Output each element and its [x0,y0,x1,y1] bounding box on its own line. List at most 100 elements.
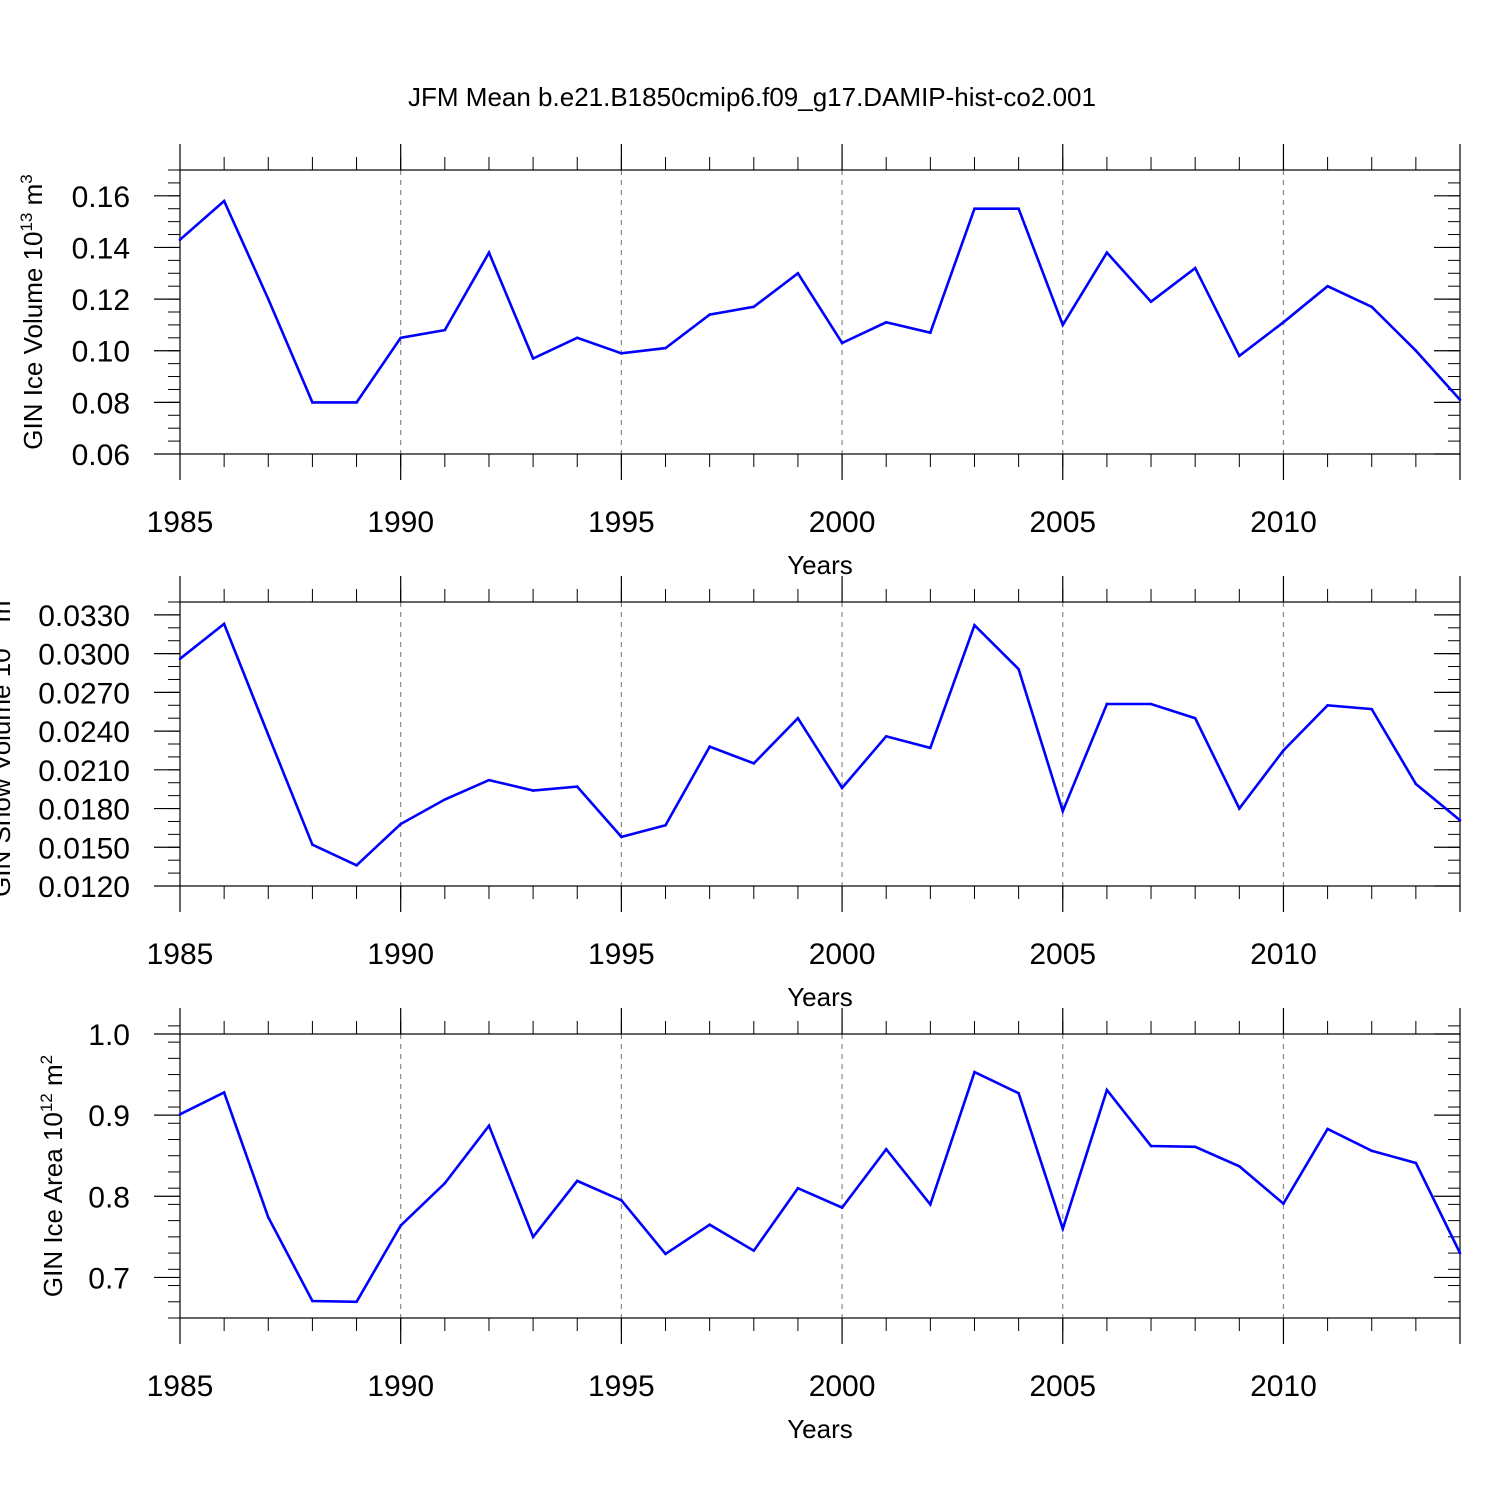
y-axis-title-part: 12 [37,1093,56,1112]
data-point [1193,716,1197,720]
data-point [1193,1145,1197,1149]
data-point [884,321,888,324]
y-tick-label: 0.0180 [38,794,130,827]
data-point [1105,702,1109,706]
data-point [575,1179,579,1183]
y-tick-label: 0.9 [88,1100,130,1133]
y-axis-title: GIN Ice Volume 1013 m3 [17,174,48,450]
y-axis-title-part: 3 [17,174,36,183]
data-point [1017,667,1020,671]
y-tick-label: 0.08 [72,387,130,420]
data-point [1414,782,1418,786]
data-point [575,785,579,788]
data-point [1238,807,1241,810]
data-point [575,336,579,340]
x-tick-label: 1985 [147,506,214,539]
y-tick-label: 0.0150 [38,832,130,865]
data-point [1061,323,1065,327]
data-point [796,1186,800,1190]
data-point [973,623,976,627]
x-tick-label: 1990 [367,506,434,539]
data-point [178,238,182,242]
data-point [311,401,314,404]
data-point [796,271,800,275]
data-point [884,1147,888,1151]
panel-3: 1985 1990 1995 2000 2005 2010 0.7 0.8 0.9 1.0 Year… [37,1008,1462,1444]
data-point [399,336,402,340]
y-axis-title-part: m [18,184,48,213]
data-point [708,1223,711,1226]
data-point [531,789,535,792]
data-point [1061,809,1065,813]
data-point [1238,1164,1241,1168]
chart-title: JFM Mean b.e21.B1850cmip6.f09_g17.DAMIP-… [408,82,1096,112]
data-point [973,1070,976,1074]
y-axis-title-part: m [38,1064,68,1093]
data-point [1414,1161,1418,1165]
x-tick-label: 1995 [588,506,655,539]
y-tick-label: 0.10 [72,336,130,369]
y-axis-title-part: GIN Ice Volume 10 [18,232,48,450]
data-point [443,1182,447,1185]
data-point [929,331,932,334]
y-axis-title-part: 13 [17,213,36,232]
data-point [752,1249,756,1252]
data-point [1017,1091,1020,1095]
x-tick-label: 1985 [147,938,214,971]
data-point [1458,1251,1462,1255]
data-point [973,207,976,211]
y-axis-title-part: 3 [0,591,4,600]
data-point [531,1235,535,1239]
x-tick-label: 2005 [1029,506,1096,539]
data-point [1282,1202,1285,1205]
x-axis-title: Years [787,1414,853,1444]
data-point [443,328,447,332]
x-tick-label: 1995 [588,1370,655,1403]
data-point [1017,207,1020,211]
data-point [1326,703,1329,707]
y-tick-label: 0.0300 [38,639,130,672]
data-point [752,762,756,765]
plot-frame [179,1033,1461,1319]
y-tick-label: 0.7 [88,1262,130,1295]
plot-frame [179,601,1461,887]
data-point [1282,749,1285,752]
data-point [1458,818,1462,822]
data-point [620,352,623,355]
data-point [443,798,447,801]
data-point [840,786,844,790]
y-axis-title-part: GIN Ice Area 10 [38,1112,68,1297]
data-point [531,357,535,360]
y-axis-title-part: 13 [0,629,4,648]
y-tick-label: 0.14 [72,232,130,265]
x-tick-label: 1985 [147,1370,214,1403]
data-point [178,657,182,661]
x-tick-label: 2005 [1029,1370,1096,1403]
data-point [266,733,270,737]
y-tick-label: 0.0210 [38,755,130,788]
data-point [266,1216,270,1219]
data-point [1061,1227,1065,1231]
y-axis-title-part: 2 [37,1055,56,1064]
data-point [222,199,226,203]
y-tick-label: 0.06 [72,439,130,472]
data-point [1149,702,1153,706]
data-point [708,745,711,748]
data-point [487,251,491,254]
data-point [487,1124,491,1127]
series-line [179,198,1461,404]
data-point [664,346,667,350]
x-tick-label: 1990 [367,938,434,971]
x-tick-label: 2010 [1250,506,1317,539]
x-axis-title: Years [787,550,853,580]
data-point [884,734,888,738]
y-axis-title-part: m [0,601,16,630]
y-tick-label: 0.0330 [38,600,130,633]
y-tick-label: 1.0 [88,1019,130,1052]
data-point [929,746,932,750]
data-point [929,1203,932,1206]
x-tick-label: 1995 [588,938,655,971]
series-line [179,621,1461,867]
